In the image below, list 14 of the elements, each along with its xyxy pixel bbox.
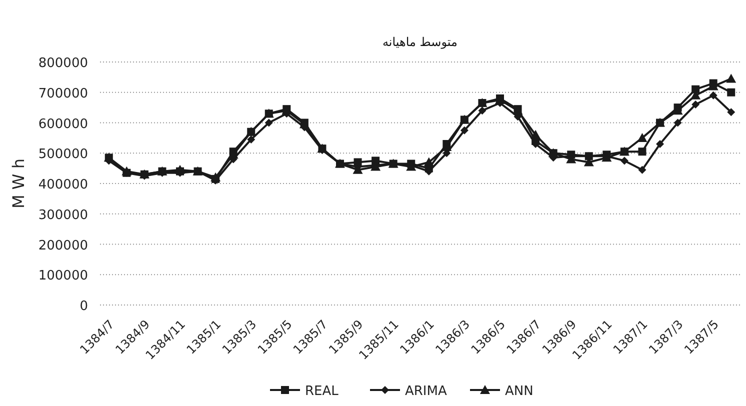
legend-label: REAL (305, 384, 340, 399)
y-tick-label: 600000 (38, 116, 88, 132)
legend-label: ARIMA (405, 384, 447, 399)
y-tick-label: 700000 (38, 86, 88, 102)
y-tick-label: 200000 (38, 238, 88, 254)
y-tick-label: 500000 (38, 147, 88, 162)
y-tick-label: 800000 (38, 56, 88, 71)
y-tick-label: 100000 (38, 268, 88, 284)
chart-title: متوسط ماهیانه (382, 35, 458, 49)
y-tick-label: 400000 (38, 178, 88, 192)
y-axis-title: M W h (9, 158, 28, 208)
y-tick-label: 0 (80, 299, 88, 314)
y-tick-label: 300000 (38, 208, 88, 223)
legend-label: ANN (505, 384, 534, 399)
